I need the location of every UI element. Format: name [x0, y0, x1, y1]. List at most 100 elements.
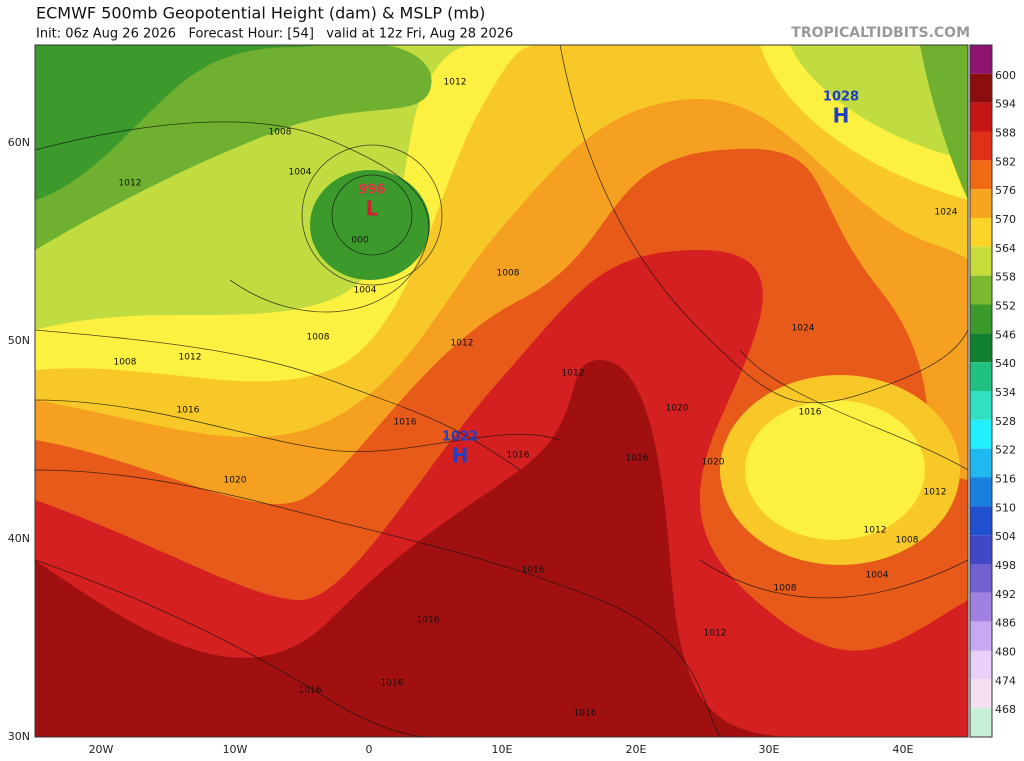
lon-label: 10W: [223, 743, 248, 756]
height-field: [745, 400, 925, 540]
colorbar-cell: [970, 218, 992, 247]
isobar-label: 1024: [935, 208, 958, 218]
height-field: [310, 170, 430, 280]
isobar-label: 1008: [497, 269, 520, 279]
isobar-label: 1016: [626, 454, 649, 464]
isobar-label: 1012: [179, 353, 202, 363]
colorbar-label: 486: [995, 617, 1016, 630]
isobar-label: 1016: [177, 406, 200, 416]
colorbar-label: 474: [995, 674, 1016, 687]
colorbar-label: 522: [995, 444, 1016, 457]
colorbar-cell: [970, 333, 992, 363]
isobar-label: 1016: [417, 616, 440, 626]
colorbar-cell: [970, 592, 992, 622]
isobar: [35, 469, 721, 737]
lat-label: 50N: [8, 334, 30, 347]
colorbar-cell: [970, 246, 992, 276]
isobar-label: 1004: [354, 286, 377, 296]
height-field: [920, 45, 968, 200]
isobar-label: 1016: [394, 418, 417, 428]
isobar: [301, 144, 443, 286]
colorbar-label: 498: [995, 559, 1016, 572]
colorbar-cell: [970, 275, 992, 305]
colorbar-label: 504: [995, 530, 1016, 543]
isobar: [559, 45, 968, 404]
brand: TROPICALTIDBITS.COM: [791, 25, 970, 41]
colorbar-label: 480: [995, 646, 1016, 659]
isobar-label: 1016: [381, 679, 404, 689]
lon-label: 0: [366, 743, 373, 756]
isobar-label: 1012: [451, 339, 474, 349]
center-value: 1022: [442, 430, 478, 445]
isobar-label: 1008: [307, 333, 330, 343]
colorbar-cell: [970, 448, 992, 478]
isobar-label: 1020: [666, 404, 689, 414]
colorbar-label: 564: [995, 242, 1016, 255]
colorbar-label: 534: [995, 386, 1016, 399]
colorbar-cell: [970, 708, 992, 737]
colorbar-label: 552: [995, 300, 1016, 313]
center-value: 996: [358, 183, 385, 198]
colorbar-cell: [970, 102, 992, 132]
isobar: [35, 121, 430, 313]
colorbar-cell: [970, 564, 992, 593]
colorbar-label: 570: [995, 213, 1016, 226]
height-field: [790, 45, 968, 160]
isobar-label: 1016: [574, 709, 597, 719]
subtitle: Init: 06z Aug 26 2026 Forecast Hour: [54…: [36, 27, 513, 42]
colorbar-label: 558: [995, 271, 1016, 284]
colorbar-label: 540: [995, 357, 1016, 370]
isobar-label: 1012: [924, 488, 947, 498]
colorbar-label: 546: [995, 328, 1016, 341]
graticule-labels: 60N 50N 40N 30N 20W 10W 0 10E 20E 30E 40…: [8, 136, 914, 756]
colorbar: 600 594 588 582 576 570 564 558 552 546 540 534 528 5…: [969, 44, 1016, 738]
lon-label: 10E: [492, 743, 513, 756]
isobar-label: 1012: [119, 179, 142, 189]
isobar-labels: 1012 1008 1012 1004 000 1004 1008 1012 1…: [114, 78, 958, 719]
isobar: [331, 174, 413, 256]
lon-label: 20W: [89, 743, 114, 756]
colorbar-cell: [970, 477, 992, 507]
colorbar-cell: [970, 650, 992, 680]
colorbar-label: 582: [995, 155, 1016, 168]
center-letter: L: [366, 197, 379, 221]
center-letter: H: [833, 104, 850, 128]
isobar-label: 1016: [522, 566, 545, 576]
colorbar-label: 594: [995, 98, 1016, 111]
isobar-label: 000: [351, 236, 368, 246]
colorbar-label: 516: [995, 473, 1016, 486]
isobar-label: 1020: [224, 476, 247, 486]
center-value: 1028: [823, 90, 859, 105]
colorbar-label: 468: [995, 703, 1016, 716]
colorbar-label: 588: [995, 127, 1016, 140]
isobar-label: 1012: [704, 629, 727, 639]
pressure-centers: 996 L 1028 H 1022 H: [358, 90, 859, 468]
colorbar-label: 576: [995, 184, 1016, 197]
isobar: [35, 399, 561, 453]
isobar: [739, 349, 968, 471]
colorbar-cell: [970, 131, 992, 161]
lon-label: 20E: [626, 743, 647, 756]
lon-label: 30E: [759, 743, 780, 756]
colorbar-label: 510: [995, 501, 1016, 514]
isobar-label: 1008: [269, 128, 292, 138]
center-letter: H: [452, 444, 469, 468]
colorbar-cell: [970, 679, 992, 709]
colorbar-cell: [970, 362, 992, 391]
colorbar-cell: [970, 304, 992, 334]
isobar: [699, 559, 968, 599]
colorbar-frame: [969, 44, 993, 738]
isobar-label: 1008: [896, 536, 919, 546]
isobar-label: 1012: [444, 78, 467, 88]
isobar-label: 1012: [864, 526, 887, 536]
isobar-label: 1016: [507, 451, 530, 461]
map-area: [35, 45, 968, 737]
colorbar-cell: [970, 535, 992, 564]
colorbar-label: 600: [995, 69, 1016, 82]
colorbar-cell: [970, 73, 992, 103]
colorbar-cell: [970, 506, 992, 536]
colorbar-cell: [970, 391, 992, 420]
isobar: [35, 559, 500, 737]
isobar-label: 1004: [289, 168, 312, 178]
